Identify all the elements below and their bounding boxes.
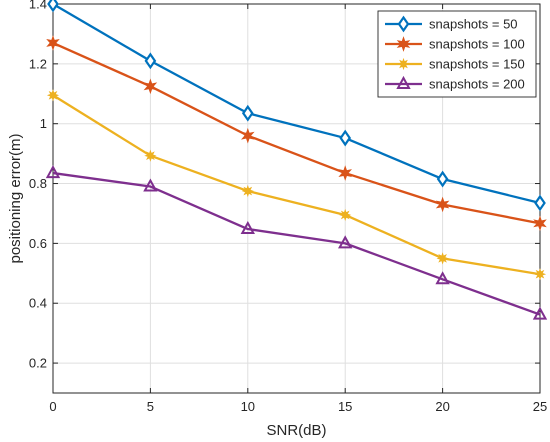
y-tick-label: 0.6 [29, 236, 47, 251]
y-tick-label: 0.4 [29, 296, 47, 311]
x-tick-label: 25 [533, 399, 547, 414]
legend-marker [396, 75, 411, 89]
data-point-marker [46, 35, 60, 51]
data-point-marker [436, 170, 449, 188]
data-point-marker [45, 164, 61, 179]
legend: snapshots = 50 snapshots = 100 snapshots =… [377, 10, 537, 98]
series-line [52, 41, 541, 225]
data-point-marker [241, 104, 254, 122]
legend-label: snapshots = 50 [429, 17, 518, 32]
legend-label: snapshots = 100 [429, 37, 525, 52]
y-axis-label: positioning error(m) [7, 133, 24, 263]
legend-marker [396, 36, 411, 52]
series-line [52, 3, 541, 205]
data-point-marker [144, 149, 157, 162]
legend-marker [397, 57, 410, 71]
data-point-marker [338, 235, 353, 249]
data-point-marker [532, 306, 548, 320]
data-point-marker [533, 215, 547, 232]
y-tick-label: 1.2 [29, 56, 47, 71]
x-tick-label: 15 [338, 399, 352, 414]
legend-entry: snapshots = 50 [385, 15, 518, 33]
x-tick-label: 20 [435, 399, 449, 414]
data-point-marker [240, 220, 255, 235]
y-tick-label: 0.8 [29, 176, 47, 191]
legend-label: snapshots = 200 [429, 77, 525, 92]
data-point-marker [144, 52, 157, 70]
x-axis-label: SNR(dB) [266, 422, 326, 439]
legend-entry: snapshots = 100 [385, 36, 525, 52]
data-point-marker [241, 127, 255, 144]
data-point-marker [143, 178, 158, 192]
series-group [45, 164, 548, 320]
data-point-marker [46, 89, 60, 102]
data-point-marker [534, 194, 546, 212]
data-point-marker [533, 268, 547, 281]
data-point-marker [241, 184, 254, 198]
y-tick-label: 1.4 [29, 0, 47, 12]
axis-ticks: 0 5 10 15 20 25 0.2 0.4 0.6 0.8 1 1.2 1.4 [29, 0, 547, 414]
data-point-marker [143, 78, 158, 95]
x-tick-label: 0 [49, 399, 56, 414]
legend-entry: snapshots = 150 [385, 57, 525, 72]
legend-entry: snapshots = 200 [385, 75, 525, 92]
series-group [46, 89, 547, 281]
data-point-marker [436, 252, 449, 265]
series-line [52, 171, 541, 316]
data-point-marker [435, 196, 450, 213]
data-point-marker [338, 165, 352, 181]
y-tick-label: 1 [40, 116, 47, 131]
series-group [46, 35, 547, 232]
x-tick-label: 5 [147, 399, 154, 414]
x-tick-label: 10 [241, 399, 255, 414]
y-tick-label: 0.2 [29, 356, 47, 371]
legend-marker [397, 15, 410, 33]
series-line [52, 94, 541, 276]
legend-label: snapshots = 150 [429, 57, 525, 72]
data-point-marker [339, 129, 352, 147]
series-group [47, 0, 546, 212]
data-point-marker [339, 208, 352, 222]
data-point-marker [47, 0, 59, 13]
data-point-marker [435, 271, 450, 285]
series-lines [45, 0, 548, 320]
